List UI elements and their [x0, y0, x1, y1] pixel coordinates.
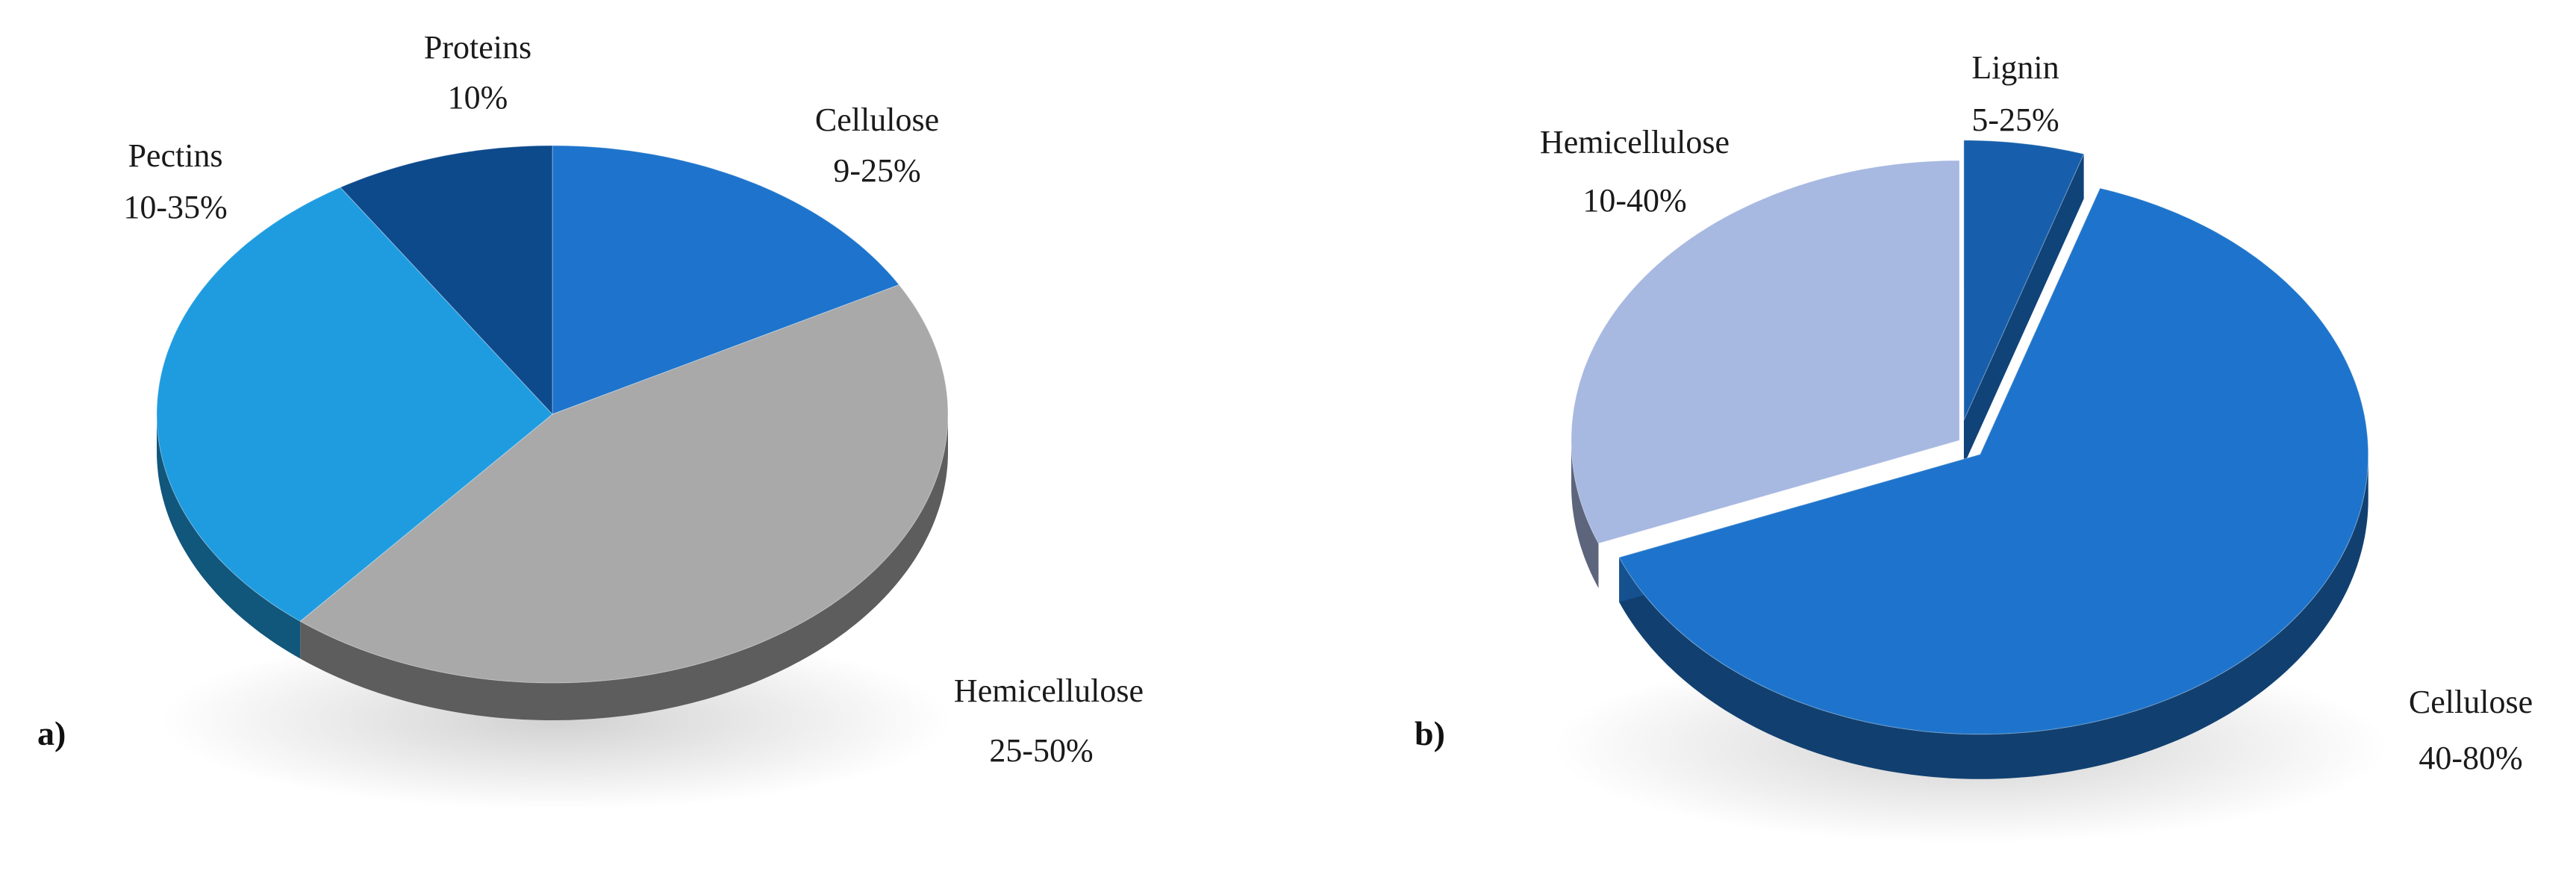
- pie-a-labels: Proteins 10% Cellulose 9-25% Pectins 10-…: [37, 29, 1144, 769]
- pie-a-label-pectins-name: Pectins: [128, 137, 222, 174]
- pie-a-label-hemicellulose-name: Hemicellulose: [954, 672, 1144, 709]
- pie-a-side-pectins: [157, 414, 301, 659]
- pie-a-label-cellulose-value: 9-25%: [833, 152, 920, 189]
- pie-b-side-hemicellulose: [1571, 440, 1599, 588]
- pie-a-slice-proteins: [340, 145, 553, 416]
- pie-b-label-lignin-name: Lignin: [1971, 49, 2059, 86]
- pie-b-labels: Lignin 5-25% Hemicellulose 10-40% Cellul…: [1415, 49, 2533, 776]
- pie-a-slice-pectins: [156, 187, 553, 622]
- pie-a-tops: [156, 145, 949, 684]
- pie-chart-a: Proteins 10% Cellulose 9-25% Pectins 10-…: [37, 29, 1144, 810]
- pie-chart-b: Lignin 5-25% Hemicellulose 10-40% Cellul…: [1415, 49, 2533, 843]
- panel-label-b: b): [1415, 714, 1445, 752]
- pie-b-label-lignin-value: 5-25%: [1971, 102, 2059, 138]
- pie-a-slice-cellulose: [552, 145, 900, 415]
- pie-b-slice-hemicellulose: [1571, 160, 1960, 544]
- pie-b-label-hemicellulose-name: Hemicellulose: [1540, 124, 1730, 160]
- pie-b-side-cellulose: [1619, 454, 2368, 779]
- pie-b-cut-lignin-1: [1963, 154, 2084, 465]
- panel-label-a: a): [37, 714, 66, 752]
- pie-a-label-proteins-value: 10%: [448, 79, 508, 116]
- pie-b-label-hemicellulose-value: 10-40%: [1582, 182, 1686, 219]
- pie-b-label-cellulose-value: 40-80%: [2418, 740, 2522, 776]
- pie-a-label-hemicellulose-value: 25-50%: [989, 732, 1093, 769]
- pie-a-label-cellulose-name: Cellulose: [815, 102, 939, 138]
- pie-a-label-proteins-name: Proteins: [424, 29, 531, 66]
- pie-b-slice-lignin: [1963, 140, 2085, 421]
- pie-a-slice-hemicellulose: [299, 284, 949, 684]
- pie-b-tops: [1571, 140, 2369, 735]
- pie-b-slice-cellulose: [1618, 187, 2369, 735]
- pie-b-label-cellulose-name: Cellulose: [2409, 684, 2533, 720]
- pie-a-side-hemicellulose: [300, 414, 948, 720]
- pie-a-label-pectins-value: 10-35%: [123, 189, 227, 225]
- pie-a-sides: [157, 414, 948, 720]
